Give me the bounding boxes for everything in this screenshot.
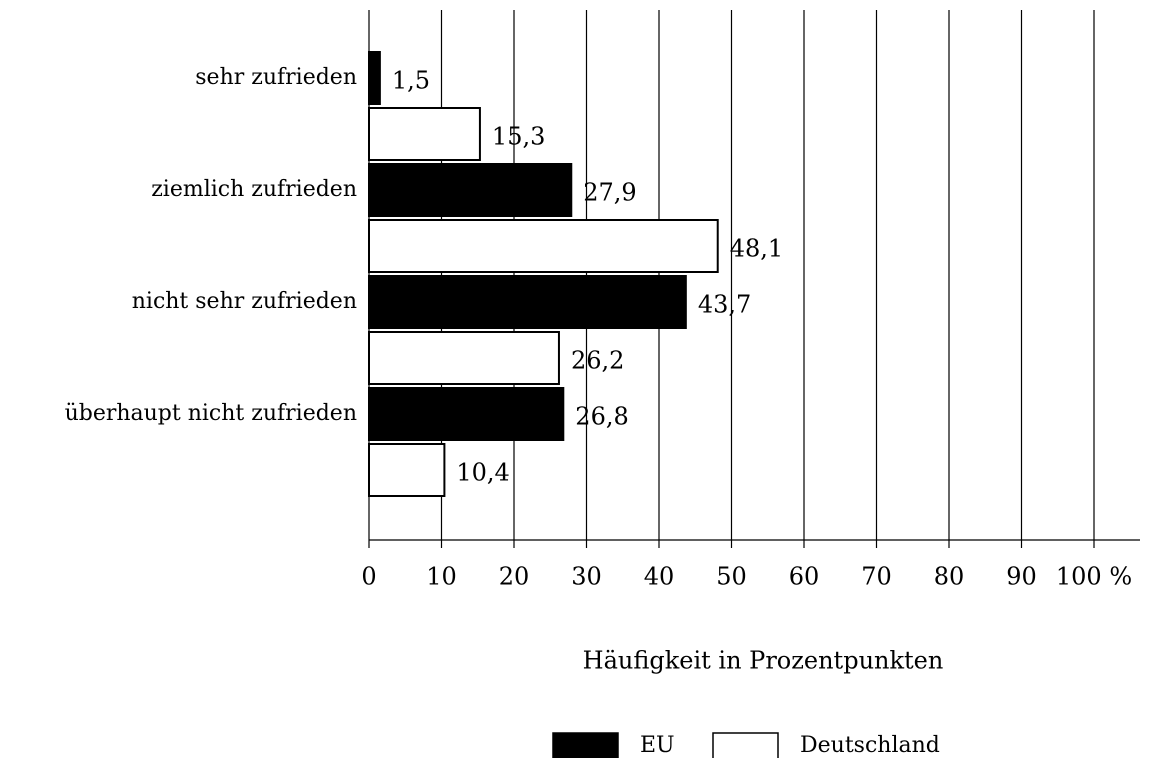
- legend-swatch: [712, 732, 779, 758]
- value-label: 10,4: [456, 459, 509, 487]
- legend-label: EU: [640, 733, 675, 758]
- value-label: 48,1: [730, 235, 783, 263]
- x-tick-label: 30: [571, 563, 602, 591]
- bar: [368, 107, 481, 161]
- value-label: 26,8: [575, 403, 628, 431]
- category-label: nicht sehr zufrieden: [132, 289, 357, 314]
- bar: [368, 331, 560, 385]
- legend-label: Deutschland: [800, 733, 940, 758]
- x-tick-label: 50: [716, 563, 747, 591]
- bar: [368, 51, 381, 105]
- legend-swatch: [552, 732, 619, 758]
- x-tick-label: 10: [426, 563, 457, 591]
- x-tick-label: 100 %: [1056, 563, 1132, 591]
- value-label: 15,3: [492, 123, 545, 151]
- value-label: 26,2: [571, 347, 624, 375]
- category-label: ziemlich zufrieden: [151, 177, 357, 202]
- x-tick-label: 20: [499, 563, 530, 591]
- x-tick-label: 40: [644, 563, 675, 591]
- category-label: sehr zufrieden: [195, 65, 357, 90]
- x-tick-label: 0: [361, 563, 376, 591]
- bar: [368, 219, 719, 273]
- bar: [368, 443, 446, 497]
- value-label: 43,7: [698, 291, 751, 319]
- bar: [368, 387, 565, 441]
- value-label: 27,9: [583, 179, 636, 207]
- x-tick-label: 80: [934, 563, 965, 591]
- x-tick-label: 60: [789, 563, 820, 591]
- x-tick-label: 90: [1006, 563, 1037, 591]
- category-label: überhaupt nicht zufrieden: [65, 401, 357, 426]
- bar: [368, 275, 687, 329]
- value-label: 1,5: [392, 67, 430, 95]
- bar: [368, 163, 573, 217]
- x-tick-label: 70: [861, 563, 892, 591]
- x-axis-title: Häufigkeit in Prozentpunkten: [583, 647, 944, 675]
